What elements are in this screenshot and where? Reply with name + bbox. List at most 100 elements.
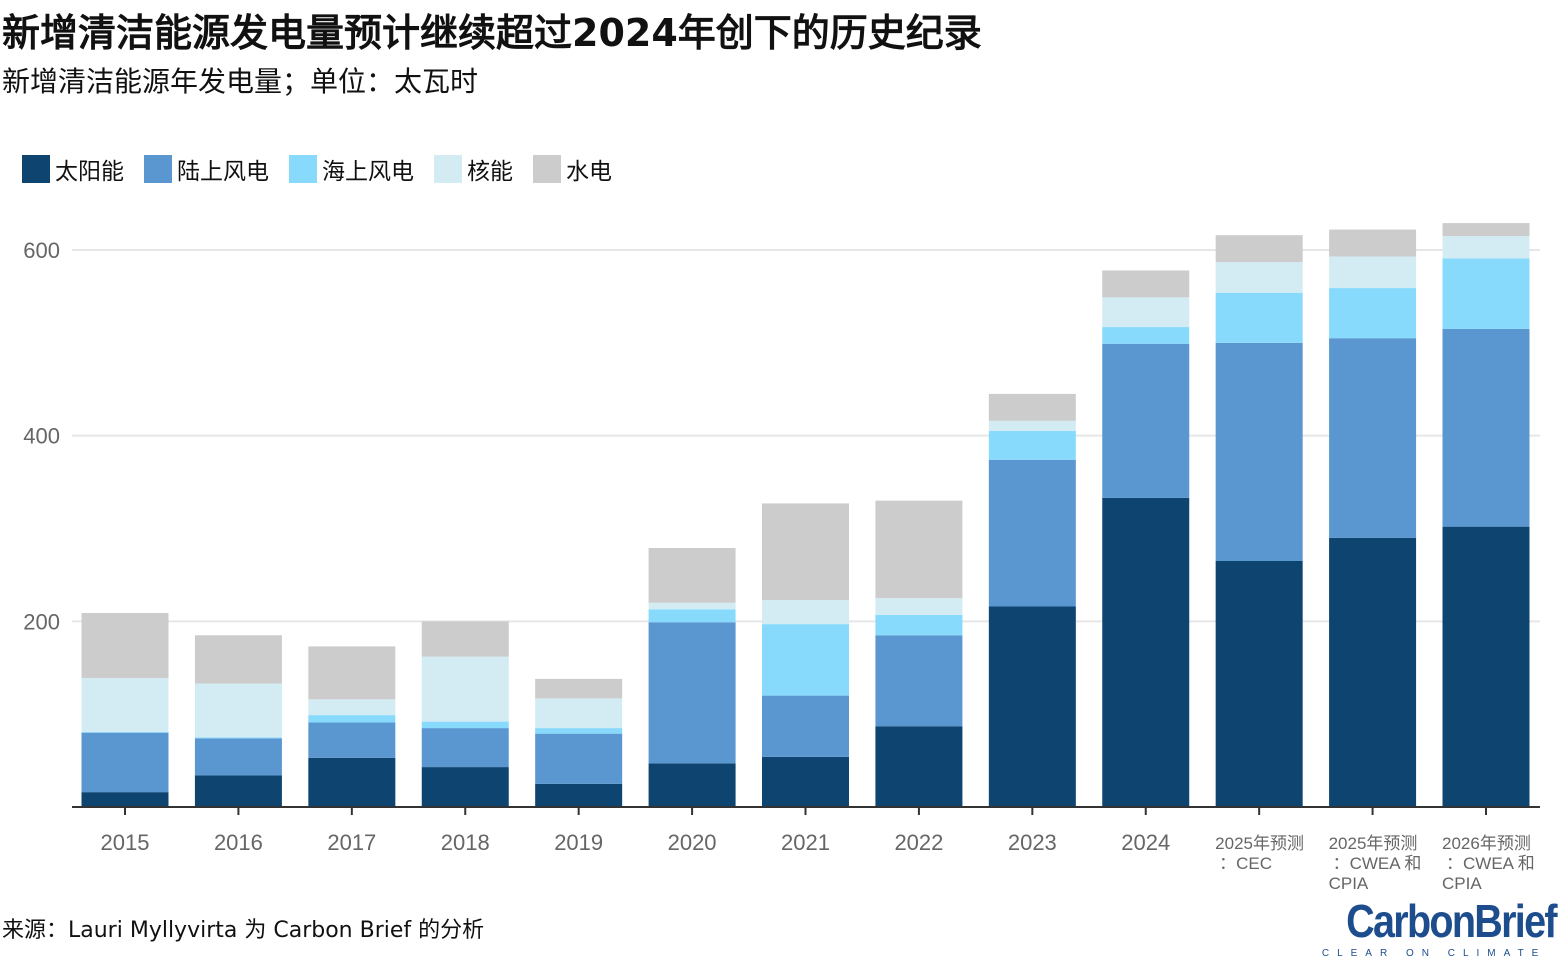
bar-segment — [1442, 236, 1530, 259]
bar-segment — [81, 732, 169, 793]
bar-segment — [1329, 288, 1417, 339]
bar-segment — [81, 731, 169, 733]
bar-segment — [81, 612, 169, 678]
bar-segment — [535, 678, 623, 699]
bar-segment — [421, 621, 509, 657]
x-tick-label: 2016 — [214, 830, 263, 855]
bar-segment — [194, 737, 282, 739]
x-tick-label: 2026年预测：CWEA 和 CPIA — [1442, 834, 1535, 893]
legend-label: 水电 — [566, 159, 612, 185]
legend-item: 海上风电 — [289, 152, 414, 186]
bar-segment — [1442, 328, 1530, 527]
bar-segment — [1329, 229, 1417, 257]
bar-segment — [1102, 343, 1190, 498]
legend-swatch — [289, 155, 317, 183]
x-tick-label: 2018 — [441, 830, 490, 855]
bar-segment — [1329, 338, 1417, 538]
bar-segment — [81, 677, 169, 732]
bar-segment — [875, 614, 963, 636]
x-tick-label-line: 2026年预测 — [1442, 834, 1531, 853]
x-tick-label-line: 2025年预测 — [1215, 834, 1304, 853]
bar-segment — [1329, 537, 1417, 807]
bar-segment — [988, 393, 1076, 421]
logo-wordmark: CarbonBrief — [1346, 895, 1557, 947]
x-tick-label-line: ：CWEA 和 — [1333, 854, 1422, 873]
legend-swatch — [434, 155, 462, 183]
x-tick-label-line: CPIA — [1442, 874, 1482, 893]
legend-label: 陆上风电 — [177, 159, 269, 185]
x-tick-label-line: CPIA — [1329, 874, 1369, 893]
bar-segment — [194, 635, 282, 684]
bar-segment — [308, 757, 396, 807]
bar-segment — [762, 503, 849, 600]
bar-segment — [535, 698, 623, 729]
bar-segment — [1102, 497, 1190, 807]
bar-segment — [308, 646, 396, 700]
bar-segment — [421, 767, 509, 807]
bar-segment — [648, 622, 736, 764]
legend-label: 海上风电 — [322, 159, 414, 185]
bar-segment — [988, 606, 1076, 807]
bar-segment — [535, 783, 623, 807]
bar-segment — [1329, 256, 1417, 289]
x-tick-label: 2020 — [668, 830, 717, 855]
bar-segment — [875, 598, 963, 615]
bar-segment — [194, 738, 282, 776]
bar-segment — [308, 722, 396, 758]
legend-item: 陆上风电 — [144, 152, 269, 186]
bar-segment — [762, 599, 849, 625]
bar-segment — [194, 683, 282, 738]
bar-segment — [762, 756, 849, 807]
x-tick-label: 2022 — [894, 830, 943, 855]
bar-segment — [535, 733, 623, 784]
bar-segment — [81, 792, 169, 807]
bar-segment — [1215, 342, 1303, 561]
bar-segment — [1102, 327, 1190, 344]
x-tick-label: 2025年预测：CWEA 和 CPIA — [1329, 834, 1422, 893]
bar-segment — [535, 728, 623, 734]
chart-subtitle: 新增清洁能源年发电量；单位：太瓦时 — [2, 65, 479, 98]
bar-segment — [648, 609, 736, 623]
bar-segment — [308, 699, 396, 716]
y-tick-label: 400 — [23, 424, 60, 449]
bar-segment — [1215, 262, 1303, 293]
bar-segment — [1102, 297, 1190, 328]
bar-segment — [194, 775, 282, 807]
bar-segment — [988, 420, 1076, 432]
bar-segment — [421, 656, 509, 722]
legend-item: 核能 — [434, 152, 513, 186]
legend-label: 太阳能 — [55, 159, 124, 185]
bar-segment — [648, 602, 736, 610]
bar-segment — [1215, 292, 1303, 343]
x-tick-label: 2017 — [327, 830, 376, 855]
bar-segment — [1442, 258, 1530, 329]
x-tick-label-line: ：CWEA 和 — [1446, 854, 1535, 873]
x-tick-label: 2015 — [101, 830, 150, 855]
carbon-brief-logo[interactable]: CarbonBrief CLEAR ON CLIMATE — [1312, 895, 1558, 959]
bar-segment — [1215, 560, 1303, 807]
bar-segment — [762, 695, 849, 757]
bar-segment — [875, 635, 963, 727]
x-tick-label-line: ：CEC — [1219, 854, 1272, 873]
bar-segment — [421, 721, 509, 729]
bar-segment — [648, 547, 736, 603]
x-tick-label: 2025年预测：CEC — [1215, 834, 1304, 873]
bar-segment — [648, 763, 736, 807]
x-tick-label-line: 2025年预测 — [1329, 834, 1418, 853]
legend-label: 核能 — [467, 159, 513, 185]
bar-segment — [762, 624, 849, 696]
x-tick-label: 2023 — [1008, 830, 1057, 855]
legend-item: 水电 — [533, 152, 612, 186]
y-tick-label: 200 — [23, 609, 60, 634]
x-tick-label: 2021 — [781, 830, 830, 855]
y-tick-label: 600 — [23, 238, 60, 263]
bar-segment — [1442, 223, 1530, 237]
bar-segment — [988, 459, 1076, 607]
bar-segment — [1102, 270, 1190, 298]
bar-segment — [308, 715, 396, 723]
bar-segment — [875, 726, 963, 807]
bar-segment — [1442, 526, 1530, 807]
x-tick-label: 2019 — [554, 830, 603, 855]
chart-title: 新增清洁能源发电量预计继续超过2024年创下的历史纪录 — [2, 11, 982, 55]
